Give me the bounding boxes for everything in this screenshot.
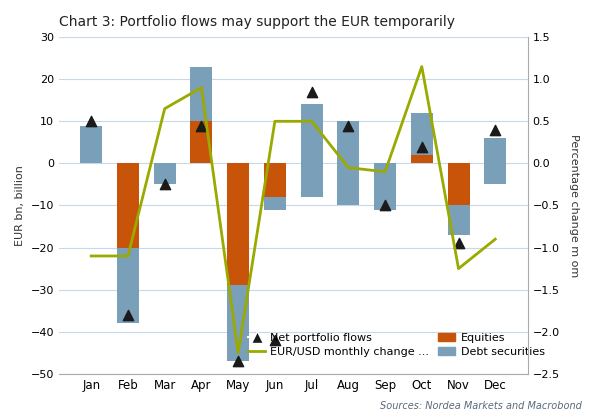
Bar — [337, 121, 359, 205]
Text: Chart 3: Portfolio flows may support the EUR temporarily: Chart 3: Portfolio flows may support the… — [59, 15, 455, 29]
Point — [491, 127, 500, 133]
Point — [197, 122, 206, 129]
Point — [160, 181, 169, 188]
Bar — [374, 164, 396, 210]
Bar — [411, 113, 433, 155]
Text: Sources: Nordea Markets and Macrobond: Sources: Nordea Markets and Macrobond — [380, 401, 582, 411]
Bar — [484, 164, 506, 184]
Y-axis label: EUR bn, billion: EUR bn, billion — [15, 165, 25, 246]
Point — [233, 358, 243, 364]
Bar — [80, 125, 102, 164]
Bar — [411, 155, 433, 164]
Point — [123, 312, 132, 318]
Point — [343, 122, 353, 129]
Bar — [154, 164, 176, 184]
Bar — [227, 286, 249, 361]
Point — [454, 240, 463, 247]
Bar — [337, 164, 359, 205]
Bar — [301, 164, 323, 197]
Bar — [117, 248, 139, 323]
Bar — [227, 164, 249, 286]
Bar — [301, 105, 323, 197]
Bar — [447, 164, 469, 205]
Point — [307, 88, 317, 95]
Bar — [191, 66, 213, 164]
Point — [380, 202, 390, 209]
Bar — [191, 66, 213, 121]
Point — [270, 337, 280, 344]
Bar — [447, 205, 469, 235]
Legend: Net portfolio flows, EUR/USD monthly change ..., Equities, Debt securities: Net portfolio flows, EUR/USD monthly cha… — [244, 328, 549, 361]
Bar — [117, 164, 139, 248]
Point — [417, 143, 426, 150]
Bar — [264, 197, 286, 210]
Point — [87, 118, 96, 124]
Bar — [264, 164, 286, 197]
Y-axis label: Percentage change m om: Percentage change m om — [569, 134, 579, 277]
Bar — [484, 138, 506, 184]
